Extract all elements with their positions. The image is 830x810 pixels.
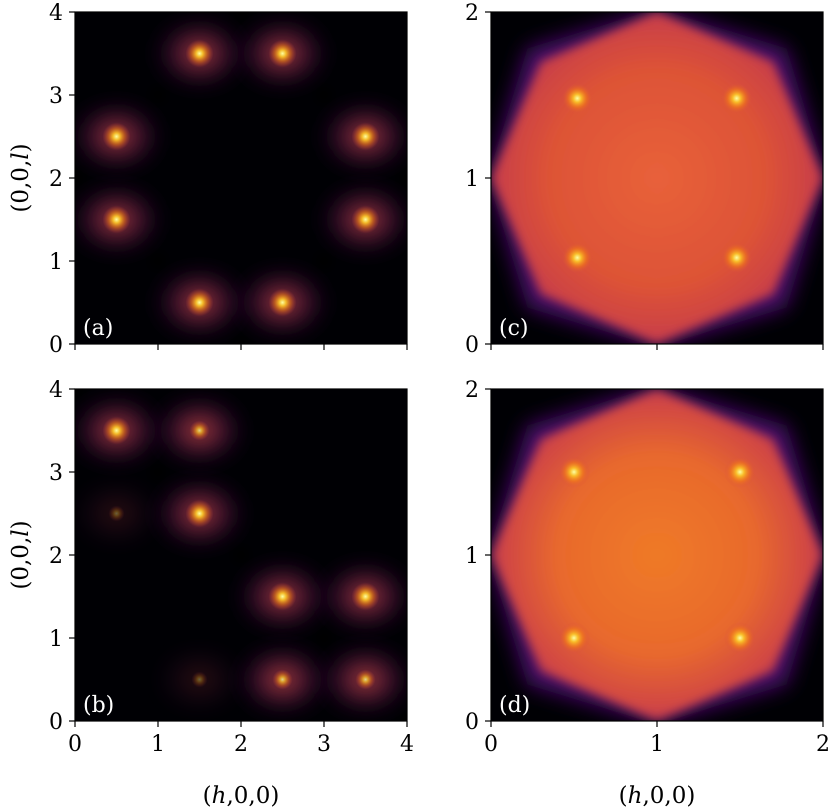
- bragg-peak: [268, 288, 297, 317]
- heatmap-d: [491, 389, 823, 721]
- bragg-peak: [185, 288, 214, 317]
- node-point: [150, 253, 166, 269]
- octagon-region: [491, 12, 823, 344]
- y-tick-label: 1: [49, 627, 63, 652]
- bragg-peak: [558, 456, 590, 488]
- node-point: [316, 630, 332, 646]
- x-tick-label: 2: [816, 732, 830, 757]
- x-tick-label: 3: [317, 732, 331, 757]
- panel-d: 0 1 2 0 1 2 (h,0,0) (d): [465, 378, 830, 809]
- bragg-peak: [351, 122, 380, 151]
- y-tick-label: 3: [49, 84, 63, 109]
- node-point: [316, 87, 332, 103]
- node-point: [150, 464, 166, 480]
- node-point: [399, 170, 407, 186]
- panel-c: 0 1 2 (c): [465, 1, 824, 358]
- bragg-peak: [351, 205, 380, 234]
- bragg-peak: [724, 622, 756, 654]
- panel-label: (c): [499, 316, 529, 341]
- bragg-peak: [561, 82, 594, 115]
- y-axis-label: (0,0,l): [8, 520, 34, 589]
- node-point: [75, 170, 83, 186]
- octagon-region: [491, 389, 823, 721]
- x-tick-label: 1: [151, 732, 165, 757]
- x-tick-label: 4: [400, 732, 414, 757]
- bragg-peak: [102, 122, 131, 151]
- y-tick-label: 2: [465, 378, 479, 403]
- bragg-peak: [720, 82, 753, 115]
- x-axis-label: (h,0,0): [619, 783, 696, 809]
- bragg-peak: [189, 420, 210, 441]
- bragg-peak: [720, 241, 753, 274]
- y-tick-label: 1: [49, 250, 63, 275]
- y-tick-label: 0: [49, 333, 63, 358]
- bragg-peak: [268, 582, 297, 611]
- heatmap-c: [491, 12, 823, 344]
- y-tick-label: 3: [49, 461, 63, 486]
- node-point: [150, 87, 166, 103]
- bragg-peak: [355, 669, 376, 690]
- y-tick-label: 1: [465, 167, 479, 192]
- node-point: [233, 12, 249, 20]
- x-tick-label: 0: [484, 732, 498, 757]
- node-point: [75, 389, 83, 397]
- panel-a: 0 1 2 3 4 (0,0,l) (a): [8, 1, 408, 358]
- bragg-peak: [102, 205, 131, 234]
- bragg-peak: [185, 499, 214, 528]
- bragg-peak: [724, 456, 756, 488]
- y-tick-label: 0: [49, 710, 63, 735]
- node-point: [233, 336, 249, 344]
- bragg-peak: [268, 39, 297, 68]
- y-tick-label: 2: [49, 167, 63, 192]
- bragg-peak: [558, 622, 590, 654]
- bragg-peak: [272, 669, 293, 690]
- bragg-peak: [561, 241, 594, 274]
- bragg-peak: [185, 39, 214, 68]
- y-tick-label: 1: [465, 544, 479, 569]
- node-point: [316, 253, 332, 269]
- bragg-peak: [108, 505, 125, 522]
- node-point: [233, 547, 249, 563]
- heatmap-b: [75, 389, 407, 721]
- node-point: [399, 713, 407, 721]
- y-tick-label: 4: [49, 1, 63, 26]
- y-tick-label: 0: [465, 333, 479, 358]
- panel-label: (d): [499, 693, 530, 718]
- y-tick-label: 2: [465, 1, 479, 26]
- bragg-peak: [102, 416, 131, 445]
- bragg-peak: [351, 582, 380, 611]
- bragg-peak: [191, 671, 208, 688]
- y-tick-label: 2: [49, 544, 63, 569]
- x-tick-label: 2: [234, 732, 248, 757]
- x-tick-label: 0: [68, 732, 82, 757]
- y-axis-label: (0,0,l): [8, 143, 34, 212]
- y-tick-label: 4: [49, 378, 63, 403]
- y-tick-label: 0: [465, 710, 479, 735]
- panel-label: (b): [83, 693, 114, 718]
- panel-b: 0 1 2 3 4 0 1 2 3 4 (h,0,0) (0,0,l) (b): [8, 378, 414, 809]
- x-axis-label: (h,0,0): [203, 783, 280, 809]
- panel-label: (a): [83, 316, 113, 341]
- heatmap-a: [75, 12, 407, 344]
- x-tick-label: 1: [650, 732, 664, 757]
